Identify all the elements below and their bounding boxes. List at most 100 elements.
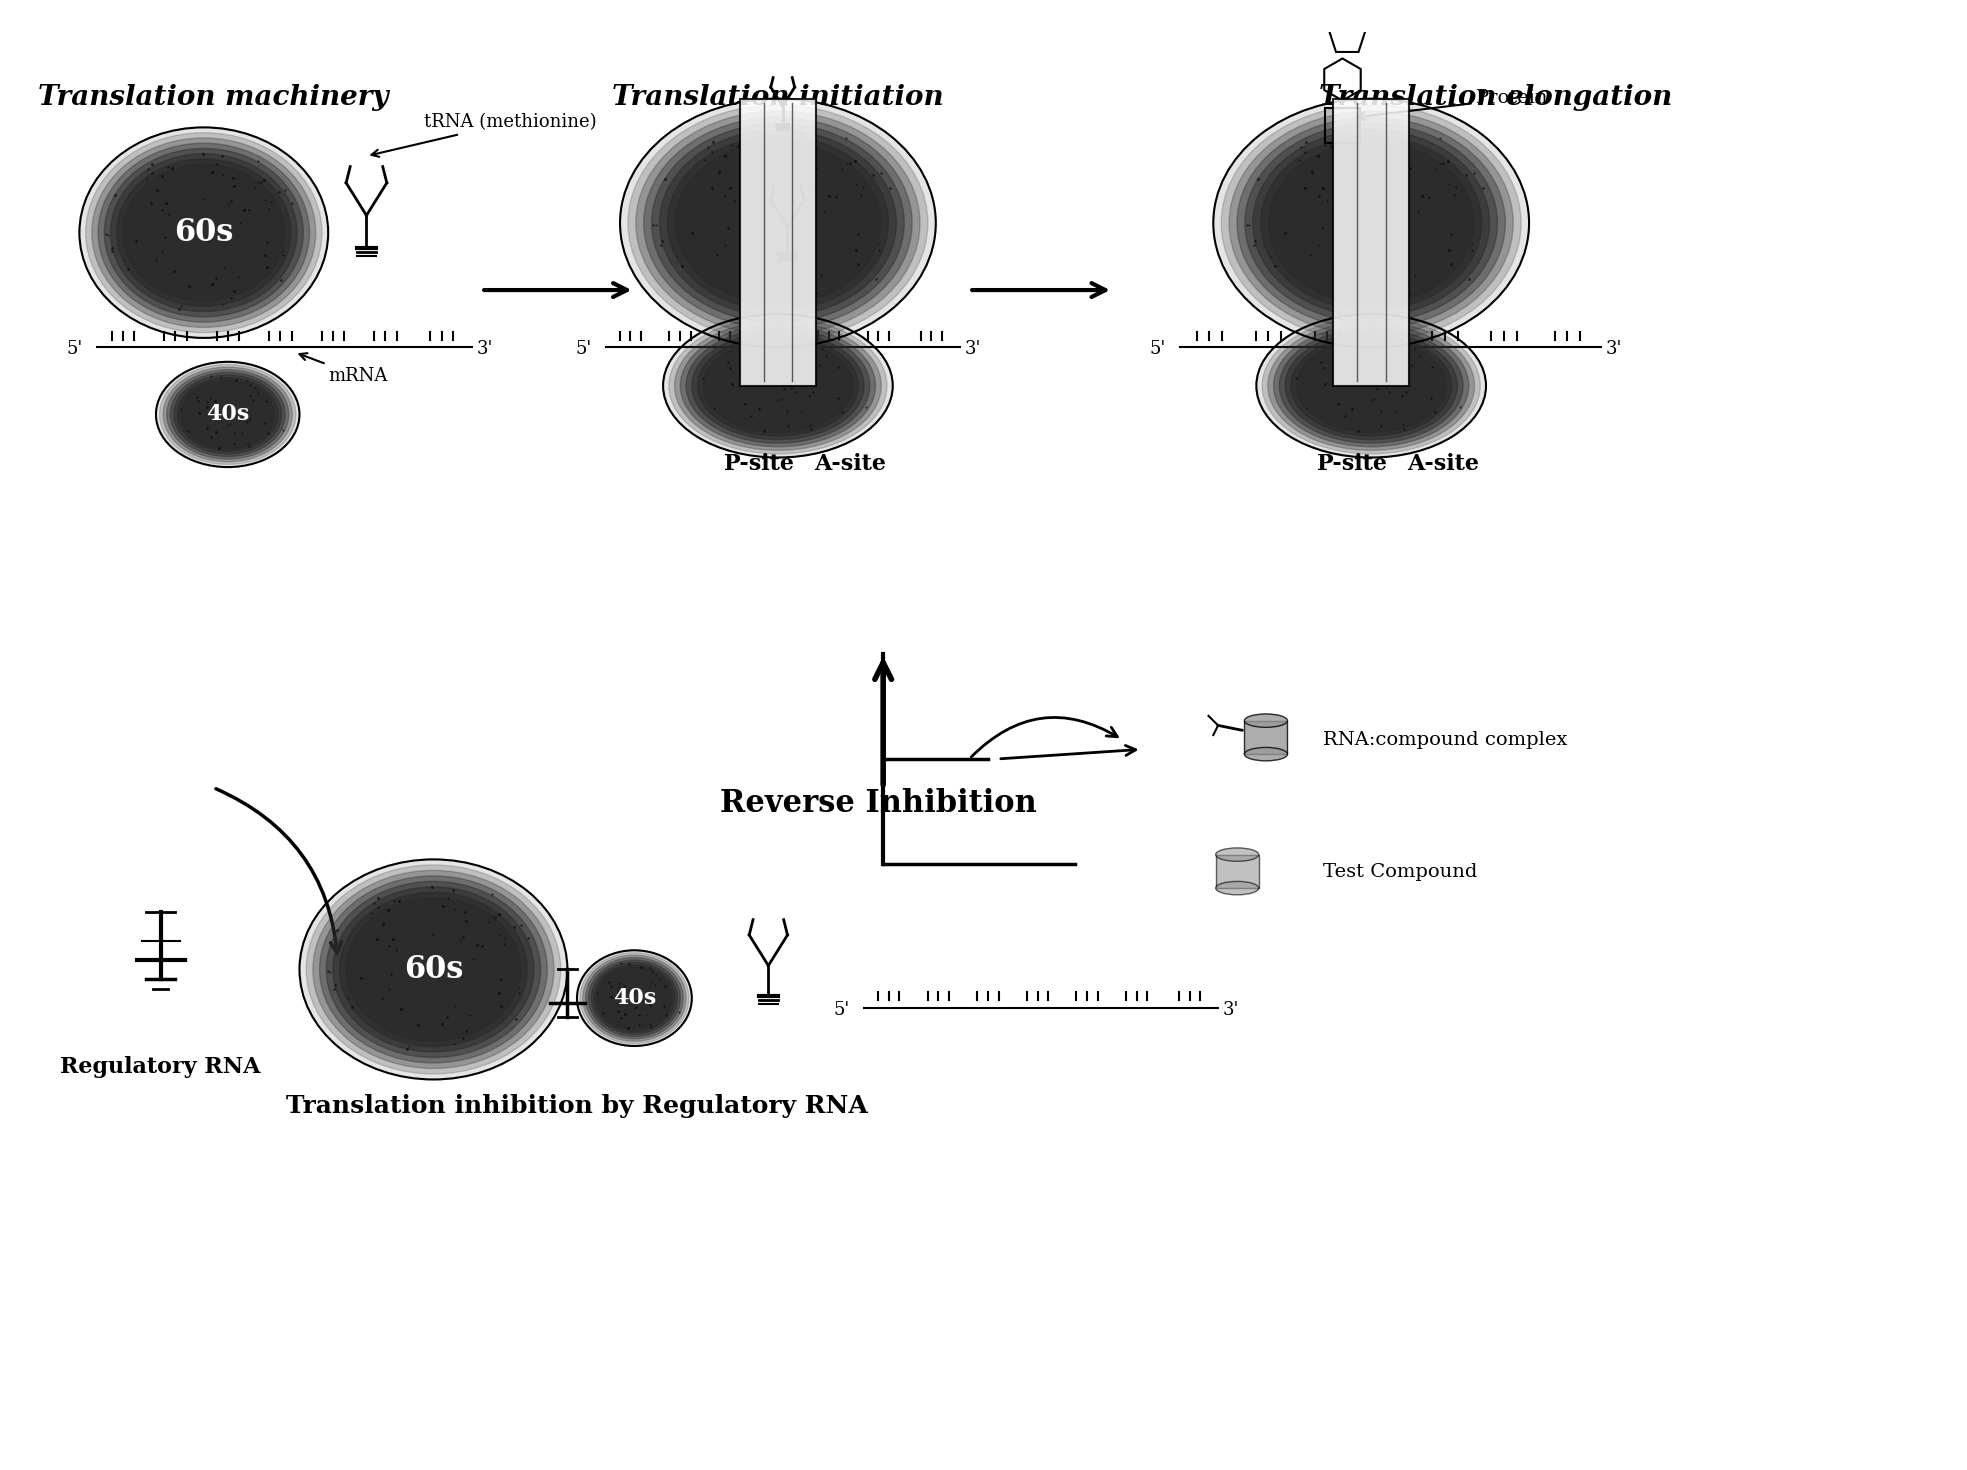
Ellipse shape: [171, 372, 285, 457]
Ellipse shape: [313, 870, 555, 1069]
Ellipse shape: [116, 159, 291, 306]
Text: A-site: A-site: [1406, 453, 1479, 475]
Text: 40s: 40s: [614, 988, 657, 1008]
Text: P-site: P-site: [724, 453, 795, 475]
Ellipse shape: [1261, 137, 1481, 310]
Text: Reverse Inhibition: Reverse Inhibition: [720, 788, 1037, 819]
Ellipse shape: [87, 132, 323, 332]
Text: Translation elongation: Translation elongation: [1320, 84, 1672, 112]
Ellipse shape: [104, 148, 303, 318]
Ellipse shape: [307, 864, 561, 1075]
Bar: [1334, 98, 1410, 385]
Text: 5': 5': [1149, 341, 1166, 359]
Ellipse shape: [1284, 332, 1458, 440]
Ellipse shape: [327, 882, 541, 1057]
Text: Protein: Protein: [1357, 90, 1548, 121]
Ellipse shape: [110, 154, 297, 312]
Text: 3': 3': [476, 341, 494, 359]
Ellipse shape: [1253, 129, 1489, 316]
Ellipse shape: [124, 165, 285, 301]
Text: Test Compound: Test Compound: [1324, 863, 1477, 881]
Ellipse shape: [167, 370, 289, 459]
Text: Translation initiation: Translation initiation: [612, 84, 944, 112]
Text: tRNA (methionine): tRNA (methionine): [372, 113, 596, 157]
Ellipse shape: [346, 898, 521, 1041]
Ellipse shape: [651, 123, 905, 322]
Ellipse shape: [79, 128, 328, 338]
Ellipse shape: [163, 368, 293, 462]
Text: 5': 5': [834, 1001, 850, 1019]
Ellipse shape: [173, 375, 281, 454]
Text: 3': 3': [1223, 1001, 1239, 1019]
Text: 5': 5': [67, 341, 83, 359]
Ellipse shape: [1273, 325, 1469, 447]
Text: Translation inhibition by Regulatory RNA: Translation inhibition by Regulatory RNA: [285, 1094, 867, 1117]
Text: 40s: 40s: [207, 403, 250, 425]
Ellipse shape: [1279, 328, 1463, 442]
Ellipse shape: [663, 315, 893, 457]
Ellipse shape: [98, 143, 309, 322]
Ellipse shape: [1263, 318, 1481, 454]
Ellipse shape: [675, 143, 881, 304]
Ellipse shape: [340, 892, 527, 1047]
Ellipse shape: [667, 137, 889, 310]
Ellipse shape: [1269, 320, 1475, 450]
Ellipse shape: [635, 112, 921, 335]
Ellipse shape: [669, 318, 887, 454]
Ellipse shape: [704, 340, 852, 432]
Ellipse shape: [1245, 714, 1288, 728]
Bar: [740, 98, 816, 385]
Text: A-site: A-site: [814, 453, 885, 475]
Ellipse shape: [686, 328, 869, 442]
Ellipse shape: [580, 953, 688, 1044]
Ellipse shape: [1257, 315, 1485, 457]
Text: 3': 3': [1605, 341, 1623, 359]
Ellipse shape: [1222, 104, 1520, 341]
Ellipse shape: [1269, 143, 1473, 304]
Ellipse shape: [155, 362, 299, 467]
Ellipse shape: [1290, 335, 1452, 437]
Ellipse shape: [1216, 882, 1259, 895]
Ellipse shape: [181, 381, 273, 448]
Text: RNA:compound complex: RNA:compound complex: [1324, 731, 1568, 748]
Ellipse shape: [1216, 848, 1259, 861]
Ellipse shape: [177, 378, 277, 451]
Ellipse shape: [627, 104, 928, 341]
Ellipse shape: [594, 964, 675, 1032]
Ellipse shape: [1229, 112, 1513, 335]
Ellipse shape: [698, 335, 858, 437]
Ellipse shape: [592, 963, 677, 1033]
Ellipse shape: [332, 886, 533, 1053]
Ellipse shape: [659, 129, 897, 316]
Ellipse shape: [675, 320, 881, 450]
Ellipse shape: [319, 876, 547, 1063]
Ellipse shape: [1245, 123, 1497, 322]
Ellipse shape: [598, 967, 671, 1029]
Bar: [1326, 109, 1359, 143]
Ellipse shape: [92, 138, 317, 328]
Ellipse shape: [586, 957, 683, 1039]
Ellipse shape: [643, 118, 913, 329]
Text: 5': 5': [574, 341, 592, 359]
Text: P-site: P-site: [1318, 453, 1387, 475]
Ellipse shape: [1245, 747, 1288, 761]
Text: 60s: 60s: [175, 218, 234, 248]
Text: Regulatory RNA: Regulatory RNA: [61, 1055, 262, 1078]
Ellipse shape: [299, 860, 566, 1079]
Ellipse shape: [588, 960, 681, 1036]
Ellipse shape: [620, 98, 936, 347]
Text: Translation machinery: Translation machinery: [37, 84, 389, 112]
Ellipse shape: [1237, 118, 1505, 329]
Text: 60s: 60s: [403, 954, 462, 985]
Ellipse shape: [159, 365, 295, 465]
Bar: [1216, 854, 1259, 888]
Text: mRNA: mRNA: [299, 353, 387, 385]
Text: 3': 3': [964, 341, 982, 359]
Ellipse shape: [582, 956, 686, 1041]
Bar: [1245, 720, 1288, 754]
Ellipse shape: [1296, 340, 1446, 432]
Ellipse shape: [1214, 98, 1528, 347]
Ellipse shape: [576, 950, 692, 1047]
Ellipse shape: [692, 332, 864, 440]
Ellipse shape: [681, 325, 875, 447]
